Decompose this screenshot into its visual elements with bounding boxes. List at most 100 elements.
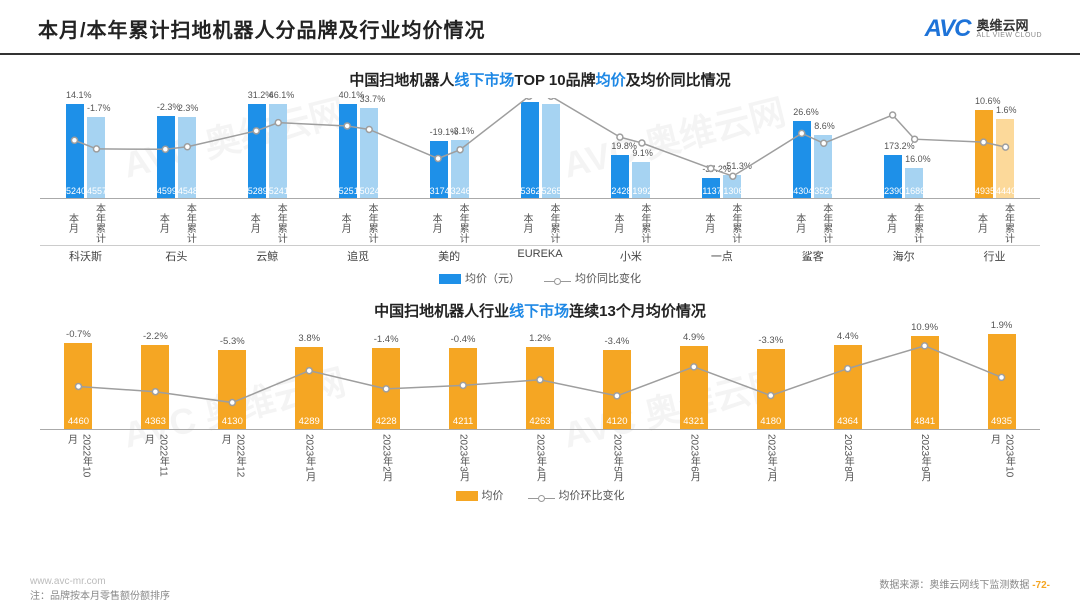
bar-pct: -3.3% bbox=[751, 335, 791, 346]
bar-month: 1137-37.2% bbox=[702, 178, 720, 198]
xaxis-sub: 本月 bbox=[331, 199, 358, 245]
bar-pct: -3.4% bbox=[597, 336, 637, 347]
bar-group: 493510.6%44401.6% bbox=[973, 110, 1017, 198]
bar-month: 430426.6% bbox=[793, 121, 811, 198]
xaxis-brand: 一点 bbox=[676, 245, 767, 264]
bar-pct: 173.2% bbox=[884, 141, 902, 151]
xaxis-label: 2022年12月 bbox=[217, 434, 247, 485]
bar-value: 4599 bbox=[157, 186, 175, 196]
bar-month: 4211-0.4% bbox=[449, 348, 477, 429]
xaxis-sub: 本年累计 bbox=[995, 199, 1022, 245]
header: 本月/本年累计扫地机器人分品牌及行业均价情况 AVC 奥维云网 ALL VIEW… bbox=[0, 0, 1080, 55]
xaxis-brand: 行业 bbox=[949, 245, 1040, 264]
bar-pct: -51.3% bbox=[723, 161, 741, 171]
bar-month: 4180-3.3% bbox=[757, 349, 785, 429]
bar-month: 4130-5.3% bbox=[218, 350, 246, 429]
bar-pct: 3.8% bbox=[289, 333, 329, 344]
xaxis-sub: 本年累计 bbox=[904, 199, 931, 245]
chart1-title: 中国扫地机器人线下市场TOP 10品牌均价及均价同比情况 bbox=[0, 69, 1080, 90]
bar-pct: 26.6% bbox=[793, 107, 811, 117]
bar-value: 1306 bbox=[723, 186, 741, 196]
bar-value: 5240 bbox=[66, 186, 84, 196]
bar-month: 525140.1% bbox=[339, 104, 357, 198]
bar-pct: -37.2% bbox=[702, 164, 720, 174]
xaxis-group: 本月本年累计石头 bbox=[131, 199, 222, 264]
bar-value: 4440 bbox=[996, 186, 1014, 196]
xaxis-sub: 本年累计 bbox=[631, 199, 658, 245]
bar-month: 43214.9% bbox=[680, 346, 708, 429]
bar-value: 4548 bbox=[178, 186, 196, 196]
bar-pct: 33.7% bbox=[360, 94, 378, 104]
bar-month: 4460-0.7% bbox=[64, 343, 92, 429]
bar-ytd: 502433.7% bbox=[360, 108, 378, 198]
bar-value: 4120 bbox=[603, 416, 631, 427]
bar-value: 3174 bbox=[430, 186, 448, 196]
bar-month: 484110.9% bbox=[911, 336, 939, 429]
chart1: 524014.1%4557-1.7%4599-2.3%45482.3%52893… bbox=[40, 98, 1040, 268]
legend-bar-label: 均价 bbox=[482, 490, 504, 502]
page-number: -72- bbox=[1032, 580, 1050, 591]
xaxis-label: 2023年10月 bbox=[987, 434, 1017, 485]
xaxis-group: 本月本年累计行业 bbox=[949, 199, 1040, 264]
legend-bar-label: 均价（元） bbox=[465, 273, 520, 285]
bar-pct: 19.8% bbox=[611, 141, 629, 151]
page-title: 本月/本年累计扫地机器人分品牌及行业均价情况 bbox=[38, 14, 486, 43]
xaxis-group: 本月本年累计科沃斯 bbox=[40, 199, 131, 264]
bar-group: 242819.8%19929.1% bbox=[609, 155, 653, 198]
bar-value: 2428 bbox=[611, 186, 629, 196]
bar-value: 3527 bbox=[814, 186, 832, 196]
bar-value: 4289 bbox=[295, 416, 323, 427]
legend-line-label: 均价环比变化 bbox=[559, 490, 625, 502]
bar-ytd: 5265 bbox=[542, 104, 560, 198]
bar-group: 1137-37.2%1306-51.3% bbox=[700, 175, 744, 198]
bar-value: 5265 bbox=[542, 186, 560, 196]
bar-month: 49351.9% bbox=[988, 334, 1016, 429]
bar-pct: -5.3% bbox=[212, 336, 252, 347]
bar-value: 5289 bbox=[248, 186, 266, 196]
bar-group: 3174-19.1%3246-3.1% bbox=[427, 140, 471, 198]
bar-ytd: 44401.6% bbox=[996, 119, 1014, 198]
bar-pct: -0.4% bbox=[443, 334, 483, 345]
footer-note: 注：品牌按本月零售额份额排序 bbox=[30, 587, 170, 602]
bar-ytd: 168616.0% bbox=[905, 168, 923, 198]
bar-value: 1992 bbox=[632, 186, 650, 196]
bar-ytd: 19929.1% bbox=[632, 162, 650, 198]
xaxis-group: 本月本年累计追觅 bbox=[313, 199, 404, 264]
bar-pct: 4.9% bbox=[674, 332, 714, 343]
bar-value: 4130 bbox=[218, 416, 246, 427]
bar-value: 4841 bbox=[911, 416, 939, 427]
bar-pct: -1.7% bbox=[87, 103, 105, 113]
bar-value: 4180 bbox=[757, 416, 785, 427]
footer-source: 数据来源：奥维云网线下监测数据 bbox=[879, 580, 1029, 591]
bar-pct: 1.6% bbox=[996, 105, 1014, 115]
bar-pct: 9.1% bbox=[632, 148, 650, 158]
xaxis-label: 2023年5月 bbox=[609, 434, 624, 482]
bar-group: 53625265 bbox=[518, 102, 562, 198]
bar-ytd: 35278.6% bbox=[814, 135, 832, 198]
xaxis-brand: EUREKA bbox=[495, 245, 586, 260]
footer: www.avc-mr.com 注：品牌按本月零售额份额排序 数据来源：奥维云网线… bbox=[0, 576, 1080, 602]
bar-pct: 40.1% bbox=[339, 90, 357, 100]
legend-line-label: 均价同比变化 bbox=[575, 273, 641, 285]
chart2: 4460-0.7%4363-2.2%4130-5.3%42893.8%4228-… bbox=[40, 329, 1040, 489]
bar-pct: 31.2% bbox=[248, 90, 266, 100]
bar-value: 1137 bbox=[702, 186, 720, 196]
xaxis-sub: 本月 bbox=[240, 199, 267, 245]
xaxis-sub: 本年累计 bbox=[176, 199, 203, 245]
logo-cn: 奥维云网 bbox=[977, 19, 1042, 32]
bar-value: 5024 bbox=[360, 186, 378, 196]
xaxis-group: 本月本年累计云鲸 bbox=[222, 199, 313, 264]
xaxis-group: 本月本年累计美的 bbox=[404, 199, 495, 264]
bar-value: 4263 bbox=[526, 416, 554, 427]
xaxis-sub: 本年累计 bbox=[722, 199, 749, 245]
bar-pct: 14.1% bbox=[66, 90, 84, 100]
bar-month: 524014.1% bbox=[66, 104, 84, 198]
xaxis-label: 2023年4月 bbox=[533, 434, 548, 482]
bar-ytd: 1306-51.3% bbox=[723, 175, 741, 198]
bar-pct: -1.4% bbox=[366, 334, 406, 345]
bar-group: 4599-2.3%45482.3% bbox=[154, 116, 198, 198]
xaxis-sub: 本月 bbox=[786, 199, 813, 245]
chart1-legend: 均价（元） 均价同比变化 bbox=[0, 270, 1080, 286]
xaxis-brand: 追觅 bbox=[313, 245, 404, 264]
xaxis-brand: 云鲸 bbox=[222, 245, 313, 264]
